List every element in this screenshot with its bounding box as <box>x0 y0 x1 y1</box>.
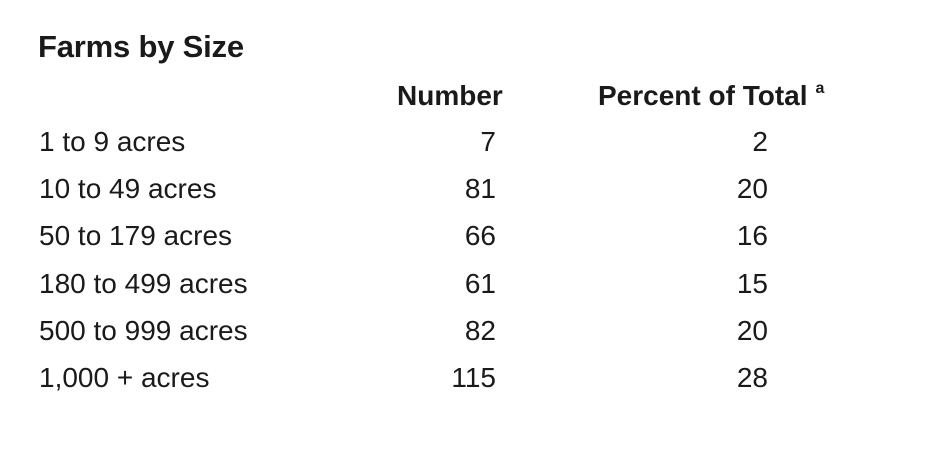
row-label: 180 to 499 acres <box>39 267 248 299</box>
row-percent: 2 <box>752 126 768 157</box>
row-number: 61 <box>464 267 496 299</box>
row-percent: 20 <box>736 314 768 346</box>
row-number: 66 <box>464 220 496 252</box>
row-percent: 28 <box>736 361 768 393</box>
column-header-percent: Percent of Total a <box>598 80 824 112</box>
row-label: 10 to 49 acres <box>39 173 217 205</box>
row-number: 7 <box>480 126 496 157</box>
column-header-number-label: Number <box>397 80 503 111</box>
row-number: 81 <box>464 173 496 205</box>
table-title: Farms by Size <box>38 29 244 64</box>
row-label: 500 to 999 acres <box>39 314 248 346</box>
row-label: 50 to 179 acres <box>39 220 233 252</box>
row-label: 1 to 9 acres <box>39 126 186 157</box>
table-body: 1 to 9 acres 7 2 10 to 49 acres 81 20 50… <box>0 124 926 407</box>
table-row: 50 to 179 acres 66 16 <box>0 218 926 265</box>
row-percent: 15 <box>736 267 768 299</box>
footnote-marker: a <box>815 80 825 97</box>
row-number: 115 <box>451 361 496 393</box>
table-row: 1,000 + acres 115 28 <box>0 360 926 407</box>
table-row: 500 to 999 acres 82 20 <box>0 313 926 360</box>
table-row: 10 to 49 acres 81 20 <box>0 171 926 218</box>
row-number: 82 <box>464 314 496 346</box>
column-header-number: Number <box>397 80 503 112</box>
table-row: 180 to 499 acres 61 15 <box>0 266 926 313</box>
row-percent: 16 <box>736 220 768 252</box>
column-header-percent-label: Percent of Total <box>598 80 808 111</box>
row-label: 1,000 + acres <box>39 361 210 393</box>
table-row: 1 to 9 acres 7 2 <box>0 124 926 171</box>
row-percent: 20 <box>736 173 768 205</box>
